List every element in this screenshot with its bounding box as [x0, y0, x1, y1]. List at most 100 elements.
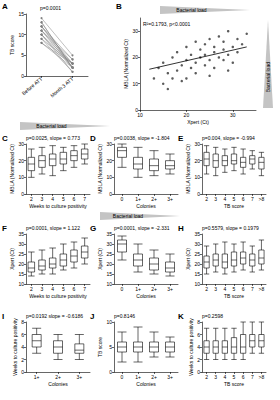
svg-text:Bacterial load: Bacterial load [113, 213, 144, 219]
svg-text:30: 30 [18, 241, 24, 247]
svg-text:2+: 2+ [151, 196, 157, 202]
svg-text:15: 15 [106, 271, 112, 277]
svg-text:10: 10 [18, 174, 24, 180]
svg-text:10: 10 [194, 174, 200, 180]
svg-text:B: B [116, 2, 122, 11]
svg-text:G: G [90, 224, 96, 233]
svg-text:20: 20 [184, 112, 190, 118]
svg-text:4: 4 [51, 286, 54, 292]
svg-text:p=0.0001, slope = -2.331: p=0.0001, slope = -2.331 [114, 225, 170, 231]
svg-text:3: 3 [41, 196, 44, 202]
svg-text:10: 10 [18, 281, 24, 287]
svg-text:15: 15 [18, 271, 24, 277]
svg-text:Xpert (Ct): Xpert (Ct) [97, 248, 103, 270]
svg-text:8: 8 [21, 319, 24, 325]
svg-text:Xpert (Ct): Xpert (Ct) [9, 248, 15, 270]
svg-text:Bacterial load: Bacterial load [176, 7, 207, 13]
svg-text:E: E [178, 134, 184, 143]
svg-text:0: 0 [121, 374, 124, 380]
svg-text:20: 20 [194, 158, 200, 164]
svg-text:4: 4 [51, 196, 54, 202]
svg-text:p=0.0001, slope = 1.122: p=0.0001, slope = 1.122 [26, 225, 80, 231]
svg-text:3+: 3+ [167, 196, 173, 202]
svg-text:Weeks to culture positivity: Weeks to culture positivity [188, 318, 194, 376]
svg-text:p=0.8146: p=0.8146 [114, 313, 135, 319]
svg-text:Bacterial load: Bacterial load [265, 62, 271, 93]
svg-text:25: 25 [194, 251, 200, 257]
svg-text:2: 2 [30, 286, 33, 292]
svg-text:2: 2 [205, 374, 208, 380]
svg-text:C: C [2, 134, 8, 143]
svg-text:2+: 2+ [151, 374, 157, 380]
svg-text:30: 30 [132, 28, 138, 34]
svg-text:2: 2 [205, 196, 208, 202]
svg-text:Xpert (Ct): Xpert (Ct) [187, 119, 209, 125]
svg-text:6: 6 [21, 332, 24, 338]
svg-text:15: 15 [194, 271, 200, 277]
svg-text:5: 5 [62, 286, 65, 292]
svg-text:15: 15 [18, 11, 24, 17]
svg-text:30: 30 [194, 141, 200, 147]
svg-text:5: 5 [109, 344, 112, 350]
svg-text:7: 7 [251, 196, 254, 202]
svg-text:4: 4 [223, 286, 226, 292]
svg-text:6: 6 [242, 196, 245, 202]
svg-text:8: 8 [197, 319, 200, 325]
svg-text:>8: >8 [259, 286, 265, 292]
svg-text:>8: >8 [259, 374, 265, 380]
svg-text:3: 3 [214, 196, 217, 202]
svg-text:0: 0 [21, 369, 24, 375]
svg-text:10: 10 [106, 319, 112, 325]
svg-text:p=0.0038, slope = -1.804: p=0.0038, slope = -1.804 [114, 135, 170, 141]
svg-text:p=0.0192 slope = -0.6186: p=0.0192 slope = -0.6186 [26, 313, 83, 319]
svg-text:5: 5 [21, 52, 24, 58]
svg-text:1+: 1+ [135, 374, 141, 380]
svg-text:7: 7 [83, 286, 86, 292]
svg-text:6: 6 [242, 374, 245, 380]
svg-text:10: 10 [132, 81, 138, 87]
svg-text:2: 2 [197, 357, 200, 363]
svg-text:K: K [178, 312, 184, 321]
svg-text:3: 3 [214, 286, 217, 292]
svg-text:0: 0 [197, 369, 200, 375]
svg-text:4: 4 [21, 344, 24, 350]
svg-text:MBLA (Normalized Ct): MBLA (Normalized Ct) [185, 144, 191, 194]
svg-text:30: 30 [18, 141, 24, 147]
svg-text:20: 20 [18, 158, 24, 164]
svg-text:R²=0.1793, p<0.0001: R²=0.1793, p<0.0001 [143, 21, 190, 27]
svg-text:20: 20 [106, 261, 112, 267]
svg-text:H: H [178, 224, 184, 233]
svg-text:5: 5 [62, 196, 65, 202]
svg-text:D: D [90, 134, 96, 143]
svg-text:20: 20 [18, 261, 24, 267]
svg-text:6: 6 [197, 332, 200, 338]
svg-text:F: F [2, 224, 7, 233]
svg-text:3: 3 [214, 374, 217, 380]
svg-text:2: 2 [30, 196, 33, 202]
svg-text:7: 7 [83, 196, 86, 202]
svg-text:2: 2 [21, 357, 24, 363]
svg-text:6: 6 [73, 286, 76, 292]
svg-text:35: 35 [18, 231, 24, 237]
svg-text:MBLA (Normalized Ct): MBLA (Normalized Ct) [97, 144, 103, 194]
svg-text:Month 3 ATT: Month 3 ATT [49, 76, 75, 99]
svg-text:Bacterial load: Bacterial load [36, 123, 67, 129]
svg-text:p=0.5579, slope = 0.1979: p=0.5579, slope = 0.1979 [202, 225, 259, 231]
svg-text:0: 0 [21, 73, 24, 79]
svg-text:30: 30 [106, 241, 112, 247]
svg-text:0: 0 [121, 196, 124, 202]
svg-text:25: 25 [18, 251, 24, 257]
svg-text:p=0.2598: p=0.2598 [202, 313, 223, 319]
svg-text:30: 30 [194, 241, 200, 247]
svg-text:7: 7 [251, 374, 254, 380]
svg-text:Before ATT: Before ATT [20, 76, 43, 97]
svg-text:Weeks to culture positivity: Weeks to culture positivity [29, 293, 87, 299]
svg-text:4: 4 [197, 344, 200, 350]
svg-text:5: 5 [233, 374, 236, 380]
svg-text:Xpert (Ct): Xpert (Ct) [185, 248, 191, 270]
svg-text:Colonies: Colonies [48, 381, 68, 387]
svg-text:TB score: TB score [9, 35, 15, 55]
svg-text:3: 3 [41, 286, 44, 292]
svg-text:TB score: TB score [224, 203, 244, 209]
svg-text:2+: 2+ [151, 286, 157, 292]
